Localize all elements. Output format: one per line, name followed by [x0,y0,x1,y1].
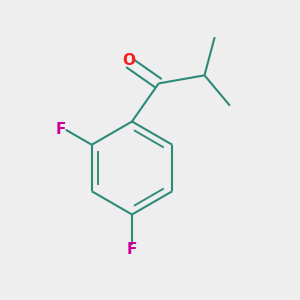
Text: O: O [123,53,136,68]
Text: F: F [127,242,137,256]
Text: F: F [56,122,66,137]
